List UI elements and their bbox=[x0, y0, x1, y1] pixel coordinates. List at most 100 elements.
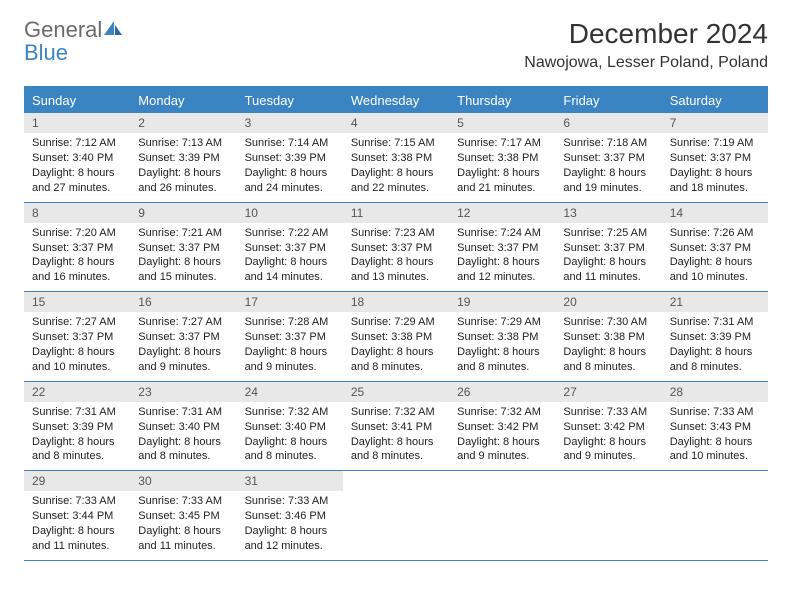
sunrise-text: Sunrise: 7:21 AM bbox=[138, 226, 228, 241]
location: Nawojowa, Lesser Poland, Poland bbox=[524, 54, 768, 72]
day-body: Sunrise: 7:28 AMSunset: 3:37 PMDaylight:… bbox=[237, 312, 343, 380]
sunset-text: Sunset: 3:38 PM bbox=[457, 330, 547, 345]
day-number: 30 bbox=[130, 471, 236, 491]
month-title: December 2024 bbox=[524, 18, 768, 50]
day-cell: 28Sunrise: 7:33 AMSunset: 3:43 PMDayligh… bbox=[662, 382, 768, 471]
sunset-text: Sunset: 3:38 PM bbox=[351, 330, 441, 345]
day-body: Sunrise: 7:27 AMSunset: 3:37 PMDaylight:… bbox=[24, 312, 130, 380]
daylight-text: Daylight: 8 hours and 10 minutes. bbox=[32, 345, 122, 375]
day-number: 16 bbox=[130, 292, 236, 312]
sunset-text: Sunset: 3:41 PM bbox=[351, 420, 441, 435]
sunrise-text: Sunrise: 7:30 AM bbox=[563, 315, 653, 330]
sunset-text: Sunset: 3:37 PM bbox=[670, 241, 760, 256]
daylight-text: Daylight: 8 hours and 9 minutes. bbox=[138, 345, 228, 375]
day-number: 7 bbox=[662, 113, 768, 133]
day-cell: 3Sunrise: 7:14 AMSunset: 3:39 PMDaylight… bbox=[237, 113, 343, 202]
sunrise-text: Sunrise: 7:28 AM bbox=[245, 315, 335, 330]
day-number: 28 bbox=[662, 382, 768, 402]
sunset-text: Sunset: 3:37 PM bbox=[245, 330, 335, 345]
dow-cell: Tuesday bbox=[237, 88, 343, 113]
daylight-text: Daylight: 8 hours and 13 minutes. bbox=[351, 255, 441, 285]
sunrise-text: Sunrise: 7:32 AM bbox=[245, 405, 335, 420]
day-cell: 12Sunrise: 7:24 AMSunset: 3:37 PMDayligh… bbox=[449, 203, 555, 292]
daylight-text: Daylight: 8 hours and 8 minutes. bbox=[351, 435, 441, 465]
sunset-text: Sunset: 3:37 PM bbox=[563, 151, 653, 166]
dow-cell: Monday bbox=[130, 88, 236, 113]
day-body: Sunrise: 7:31 AMSunset: 3:39 PMDaylight:… bbox=[24, 402, 130, 470]
daylight-text: Daylight: 8 hours and 15 minutes. bbox=[138, 255, 228, 285]
sunset-text: Sunset: 3:40 PM bbox=[138, 420, 228, 435]
week-row: 8Sunrise: 7:20 AMSunset: 3:37 PMDaylight… bbox=[24, 203, 768, 293]
day-cell bbox=[662, 471, 768, 560]
day-cell: 19Sunrise: 7:29 AMSunset: 3:38 PMDayligh… bbox=[449, 292, 555, 381]
day-cell: 26Sunrise: 7:32 AMSunset: 3:42 PMDayligh… bbox=[449, 382, 555, 471]
day-number: 3 bbox=[237, 113, 343, 133]
day-cell: 1Sunrise: 7:12 AMSunset: 3:40 PMDaylight… bbox=[24, 113, 130, 202]
sunrise-text: Sunrise: 7:33 AM bbox=[32, 494, 122, 509]
sunset-text: Sunset: 3:42 PM bbox=[563, 420, 653, 435]
daylight-text: Daylight: 8 hours and 8 minutes. bbox=[457, 345, 547, 375]
sunrise-text: Sunrise: 7:27 AM bbox=[138, 315, 228, 330]
sunset-text: Sunset: 3:37 PM bbox=[563, 241, 653, 256]
day-body: Sunrise: 7:14 AMSunset: 3:39 PMDaylight:… bbox=[237, 133, 343, 201]
day-number: 24 bbox=[237, 382, 343, 402]
sunset-text: Sunset: 3:44 PM bbox=[32, 509, 122, 524]
day-body: Sunrise: 7:13 AMSunset: 3:39 PMDaylight:… bbox=[130, 133, 236, 201]
day-cell: 2Sunrise: 7:13 AMSunset: 3:39 PMDaylight… bbox=[130, 113, 236, 202]
day-cell: 8Sunrise: 7:20 AMSunset: 3:37 PMDaylight… bbox=[24, 203, 130, 292]
day-cell: 9Sunrise: 7:21 AMSunset: 3:37 PMDaylight… bbox=[130, 203, 236, 292]
sunrise-text: Sunrise: 7:26 AM bbox=[670, 226, 760, 241]
day-body: Sunrise: 7:20 AMSunset: 3:37 PMDaylight:… bbox=[24, 223, 130, 291]
day-body: Sunrise: 7:25 AMSunset: 3:37 PMDaylight:… bbox=[555, 223, 661, 291]
brand-logo: General Blue bbox=[24, 18, 124, 64]
sunrise-text: Sunrise: 7:31 AM bbox=[670, 315, 760, 330]
daylight-text: Daylight: 8 hours and 8 minutes. bbox=[351, 345, 441, 375]
day-number: 9 bbox=[130, 203, 236, 223]
sunset-text: Sunset: 3:38 PM bbox=[457, 151, 547, 166]
day-body: Sunrise: 7:33 AMSunset: 3:42 PMDaylight:… bbox=[555, 402, 661, 470]
sunrise-text: Sunrise: 7:27 AM bbox=[32, 315, 122, 330]
dow-cell: Wednesday bbox=[343, 88, 449, 113]
day-number: 17 bbox=[237, 292, 343, 312]
week-row: 29Sunrise: 7:33 AMSunset: 3:44 PMDayligh… bbox=[24, 471, 768, 561]
sunrise-text: Sunrise: 7:14 AM bbox=[245, 136, 335, 151]
sunrise-text: Sunrise: 7:33 AM bbox=[138, 494, 228, 509]
sunrise-text: Sunrise: 7:19 AM bbox=[670, 136, 760, 151]
sunset-text: Sunset: 3:45 PM bbox=[138, 509, 228, 524]
dow-cell: Sunday bbox=[24, 88, 130, 113]
daylight-text: Daylight: 8 hours and 14 minutes. bbox=[245, 255, 335, 285]
day-cell: 31Sunrise: 7:33 AMSunset: 3:46 PMDayligh… bbox=[237, 471, 343, 560]
day-number: 13 bbox=[555, 203, 661, 223]
day-body: Sunrise: 7:21 AMSunset: 3:37 PMDaylight:… bbox=[130, 223, 236, 291]
day-number: 26 bbox=[449, 382, 555, 402]
sunrise-text: Sunrise: 7:29 AM bbox=[351, 315, 441, 330]
daylight-text: Daylight: 8 hours and 11 minutes. bbox=[563, 255, 653, 285]
daylight-text: Daylight: 8 hours and 9 minutes. bbox=[457, 435, 547, 465]
dow-cell: Thursday bbox=[449, 88, 555, 113]
day-cell: 27Sunrise: 7:33 AMSunset: 3:42 PMDayligh… bbox=[555, 382, 661, 471]
sunset-text: Sunset: 3:37 PM bbox=[32, 330, 122, 345]
day-cell: 16Sunrise: 7:27 AMSunset: 3:37 PMDayligh… bbox=[130, 292, 236, 381]
day-number: 6 bbox=[555, 113, 661, 133]
sunset-text: Sunset: 3:37 PM bbox=[457, 241, 547, 256]
daylight-text: Daylight: 8 hours and 10 minutes. bbox=[670, 435, 760, 465]
day-body: Sunrise: 7:33 AMSunset: 3:44 PMDaylight:… bbox=[24, 491, 130, 559]
sunrise-text: Sunrise: 7:33 AM bbox=[245, 494, 335, 509]
day-cell: 30Sunrise: 7:33 AMSunset: 3:45 PMDayligh… bbox=[130, 471, 236, 560]
day-cell: 6Sunrise: 7:18 AMSunset: 3:37 PMDaylight… bbox=[555, 113, 661, 202]
day-cell: 4Sunrise: 7:15 AMSunset: 3:38 PMDaylight… bbox=[343, 113, 449, 202]
daylight-text: Daylight: 8 hours and 8 minutes. bbox=[670, 345, 760, 375]
day-body: Sunrise: 7:32 AMSunset: 3:40 PMDaylight:… bbox=[237, 402, 343, 470]
dow-cell: Friday bbox=[555, 88, 661, 113]
day-body: Sunrise: 7:32 AMSunset: 3:41 PMDaylight:… bbox=[343, 402, 449, 470]
daylight-text: Daylight: 8 hours and 27 minutes. bbox=[32, 166, 122, 196]
day-cell: 18Sunrise: 7:29 AMSunset: 3:38 PMDayligh… bbox=[343, 292, 449, 381]
day-body: Sunrise: 7:23 AMSunset: 3:37 PMDaylight:… bbox=[343, 223, 449, 291]
day-number: 29 bbox=[24, 471, 130, 491]
day-body: Sunrise: 7:32 AMSunset: 3:42 PMDaylight:… bbox=[449, 402, 555, 470]
sunrise-text: Sunrise: 7:33 AM bbox=[563, 405, 653, 420]
day-cell bbox=[343, 471, 449, 560]
day-number: 4 bbox=[343, 113, 449, 133]
day-cell: 5Sunrise: 7:17 AMSunset: 3:38 PMDaylight… bbox=[449, 113, 555, 202]
day-body: Sunrise: 7:12 AMSunset: 3:40 PMDaylight:… bbox=[24, 133, 130, 201]
